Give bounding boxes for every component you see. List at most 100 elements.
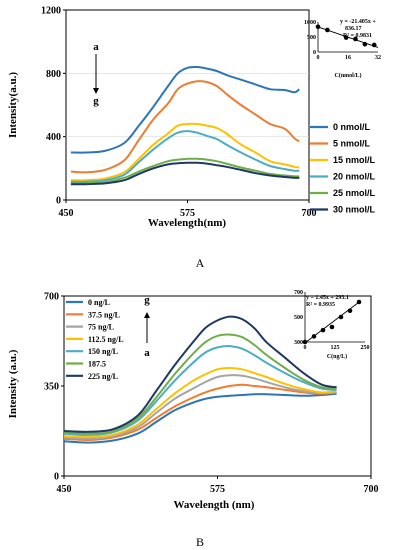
- panel-b-inset-equation: y = 1.45x + 293.1: [306, 295, 349, 301]
- legend-label: 20 nmol/L: [333, 172, 376, 182]
- panel-a-series: [70, 65, 300, 186]
- panel-a-caption: A: [196, 256, 205, 270]
- y-tick-label: 400: [46, 132, 61, 143]
- inset-point: [343, 35, 349, 40]
- legend-label: 225 ng/L: [88, 372, 118, 381]
- panel-a-inset-r2: R² = 0.9831: [343, 33, 372, 39]
- x-tick-label: 575: [180, 208, 195, 219]
- panel-b-x-ticks: 450 575 700: [57, 476, 379, 495]
- panel-a-chart: 0 400 800 1200 450 575 700 a g Wavelength(nm)…: [7, 6, 382, 270]
- legend-label: 75 ng/L: [88, 323, 114, 332]
- y-tick-label: 800: [46, 69, 61, 80]
- series-line-2: [63, 383, 337, 442]
- x-tick-label: 575: [210, 484, 225, 495]
- series-line-2: [70, 80, 300, 174]
- panel-b-inset-axes: 300 500 700 0 125 250: [294, 290, 370, 351]
- inset-x-tick-label: 250: [361, 345, 370, 351]
- inset-x-tick-label: 16: [345, 55, 351, 61]
- panel-a-y-axis-label: Intensity(a.u.): [7, 72, 19, 138]
- panel-b-legend: 0 ng/L 37.5 ng/L 75 ng/L 112.5 ng/L 150 ng/L…: [66, 298, 124, 381]
- series-line-4: [70, 130, 300, 183]
- y-tick-label: 700: [44, 292, 59, 303]
- panel-b-x-axis-label: Wavelength (nm): [174, 499, 255, 511]
- inset-point: [338, 314, 344, 320]
- x-tick-label: 450: [57, 484, 72, 495]
- series-line-1: [70, 65, 300, 154]
- inset-point: [347, 308, 353, 314]
- y-tick-label: 1200: [41, 6, 61, 17]
- panel-a-inset-x-label: C(nmol/L): [335, 72, 362, 79]
- panel-a-inset-equation-cont: 836.17: [345, 26, 362, 32]
- y-tick-label: 0: [54, 472, 59, 483]
- series-line-6: [70, 161, 300, 186]
- panel-a-inset-equation: y = -21.405x +: [340, 19, 376, 25]
- series-line-5: [63, 345, 337, 436]
- inset-y-tick-label: 300: [294, 340, 303, 346]
- panel-a-marker-bottom: g: [93, 95, 99, 107]
- panel-b-marker-top: g: [144, 294, 150, 306]
- inset-y-tick-label: 500: [307, 35, 316, 41]
- legend-label: 150 ng/L: [88, 347, 118, 356]
- series-line-5: [70, 157, 300, 185]
- panel-b-chart: 0 350 700 450 575 700 0 ng/L 37.5 ng/L 75 ng/L…: [7, 290, 379, 549]
- inset-point: [353, 36, 358, 42]
- inset-x-tick-label: 125: [331, 345, 340, 351]
- panel-a-inset: 0 500 1000 0 16 32 y = -21.405x + 836.17 R² =…: [304, 14, 382, 79]
- panel-a-arrow-head: [93, 88, 99, 94]
- inset-x-tick-label: 0: [317, 55, 320, 61]
- legend-label: 15 nmol/L: [333, 155, 376, 165]
- inset-x-tick-label: 32: [375, 55, 381, 61]
- series-line-6: [63, 333, 337, 435]
- inset-point: [356, 299, 362, 305]
- inset-point: [325, 27, 330, 33]
- panel-b-inset: 300 500 700 0 125 250 y = 1.45x + 293.1 R² = …: [294, 290, 370, 360]
- series-line-3: [70, 122, 300, 182]
- y-tick-label: 350: [44, 382, 59, 393]
- inset-y-tick-label: 0: [313, 50, 316, 56]
- inset-x-tick-label: 0: [304, 345, 307, 351]
- panel-a-legend: 0 nmol/L 5 nmol/L 15 nmol/L 20 nmol/L 25 nmo…: [310, 122, 376, 215]
- series-line-4: [63, 366, 337, 438]
- inset-point: [371, 42, 377, 48]
- inset-point: [315, 24, 321, 30]
- x-tick-label: 700: [364, 484, 379, 495]
- legend-label: 25 nmol/L: [333, 188, 376, 198]
- inset-y-tick-label: 1000: [304, 20, 316, 26]
- panel-a-x-axis-label: Wavelength(nm): [148, 217, 227, 229]
- panel-b-caption: B: [196, 535, 204, 549]
- panel-a-gridlines: [66, 72, 309, 138]
- legend-label: 187.5: [88, 360, 106, 369]
- panel-b-inset-x-label: C(ng/L): [327, 353, 347, 360]
- y-tick-label: 0: [56, 196, 61, 207]
- series-line-3: [63, 374, 337, 440]
- panel-b-inset-r2: R² = 0.9935: [306, 302, 335, 308]
- legend-label: 37.5 ng/L: [88, 310, 120, 319]
- inset-point: [320, 327, 326, 333]
- x-tick-label: 450: [59, 208, 74, 219]
- panel-a-inset-points: [315, 24, 379, 48]
- series-line-1: [63, 392, 337, 444]
- legend-label: 0 nmol/L: [333, 122, 371, 132]
- panel-a-inset-axes: 0 500 1000 0 16 32: [304, 20, 381, 61]
- legend-label: 112.5 ng/L: [88, 335, 124, 344]
- legend-label: 5 nmol/L: [333, 139, 371, 149]
- panel-a-marker-top: a: [93, 41, 99, 53]
- inset-point: [302, 339, 308, 345]
- series-line-7: [63, 315, 337, 433]
- legend-label: 30 nmol/L: [333, 205, 376, 215]
- inset-y-tick-label: 700: [294, 290, 303, 296]
- panel-b-y-ticks: 0 350 700: [44, 292, 64, 483]
- panel-b-marker-bottom: a: [144, 347, 150, 359]
- panel-a-y-ticks: 0 400 800 1200: [41, 6, 66, 207]
- panel-b-y-axis-label: Intensity (a.u.): [7, 349, 19, 418]
- inset-point: [311, 334, 317, 339]
- inset-point: [329, 324, 335, 330]
- panel-b-inset-points: [302, 299, 362, 345]
- legend-label: 0 ng/L: [88, 298, 110, 307]
- inset-point: [362, 41, 368, 47]
- x-tick-label: 700: [302, 208, 317, 219]
- panel-a-x-ticks: 450 575 700: [59, 200, 317, 219]
- inset-y-tick-label: 500: [294, 315, 303, 321]
- panel-b-arrow-head: [144, 312, 150, 318]
